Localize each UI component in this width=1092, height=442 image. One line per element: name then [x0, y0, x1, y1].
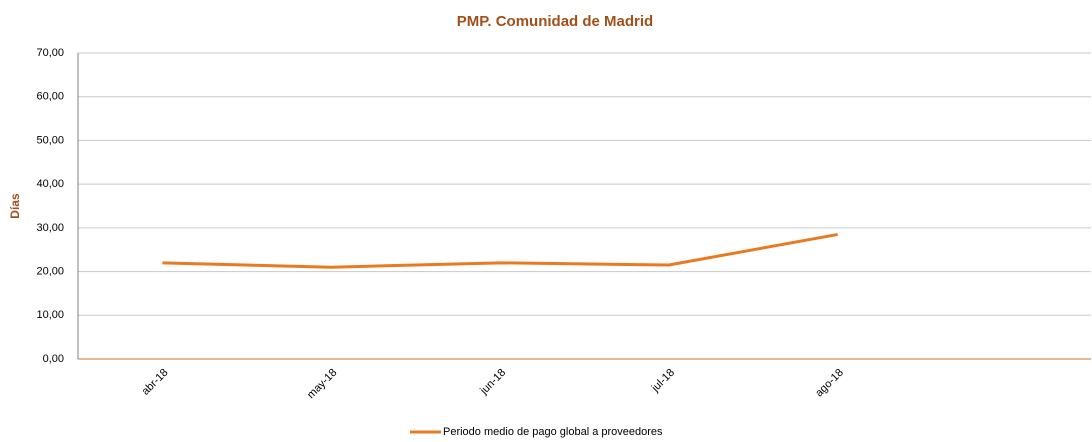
series-line: [162, 232, 839, 269]
x-tick-label: abr-18: [140, 367, 171, 398]
x-tick-label: jul-18: [649, 367, 677, 395]
chart-title: PMP. Comunidad de Madrid: [457, 13, 653, 30]
y-tick-label: 20,00: [36, 265, 64, 277]
y-tick-label: 40,00: [36, 178, 64, 190]
legend-label: Periodo medio de pago global a proveedor…: [443, 426, 663, 438]
y-tick-label: 70,00: [36, 47, 64, 59]
x-tick-label: ago-18: [813, 367, 846, 400]
y-axis-label: Días: [8, 193, 22, 219]
y-tick-label: 0,00: [43, 353, 64, 365]
x-tick-label: may-18: [305, 367, 339, 401]
y-tick-label: 50,00: [36, 134, 64, 146]
y-tick-label: 60,00: [36, 91, 64, 103]
x-tick-label: jun-18: [477, 367, 508, 398]
y-tick-label: 30,00: [36, 222, 64, 234]
y-tick-label: 10,00: [36, 309, 64, 321]
